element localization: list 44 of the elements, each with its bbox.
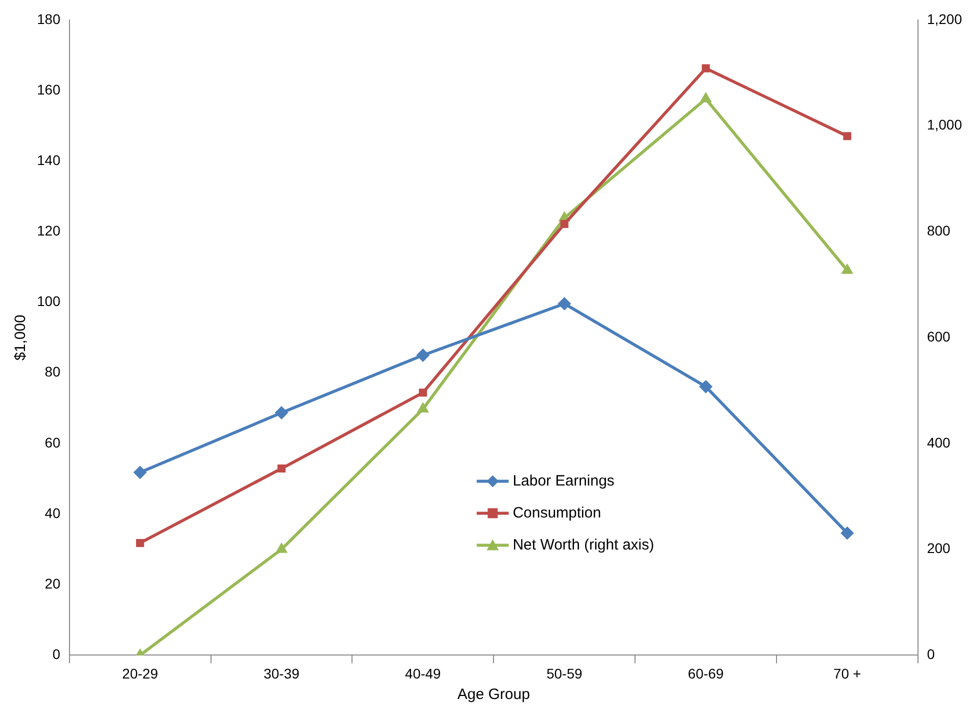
x-tick-label: 60-69: [688, 665, 724, 682]
point: [134, 466, 147, 479]
point: [277, 464, 286, 473]
x-tick-label: 20-29: [122, 665, 158, 682]
y2-tick-label: 200: [926, 540, 951, 556]
y-axis-title: $1,000: [12, 314, 30, 361]
x-tick-label: 70 +: [833, 665, 862, 682]
y2-tick-label: 400: [926, 434, 951, 450]
point: [136, 538, 144, 548]
y-tick-label: 40: [44, 504, 61, 521]
x-tick-label: 50-59: [546, 665, 582, 682]
point: [843, 132, 852, 140]
x-tick-label: 40-49: [405, 665, 442, 682]
y2-tick-label: 1,200: [926, 10, 962, 27]
y-tick-label: 180: [37, 10, 61, 27]
point: [417, 402, 429, 413]
x-tick-label: 30-39: [264, 665, 300, 682]
point: [699, 380, 712, 394]
y-tick-label: 120: [37, 222, 61, 239]
y-tick-label: 160: [37, 81, 61, 98]
legend-label: Consumption: [512, 504, 602, 522]
point: [702, 64, 710, 72]
point: [560, 220, 568, 228]
y-tick-label: 140: [37, 152, 61, 168]
x-axis-title: Age Group: [457, 686, 530, 704]
point: [842, 264, 853, 274]
y-tick-label: 80: [44, 364, 61, 380]
point: [275, 406, 288, 420]
y-tick-label: 60: [44, 434, 61, 450]
y2-tick-label: 0: [926, 646, 935, 662]
legend-label: Net Worth (right axis): [512, 536, 654, 554]
legend-label: Labor Earnings: [512, 472, 614, 490]
y2-tick-label: 600: [926, 328, 951, 344]
point: [416, 348, 430, 362]
y-tick-label: 0: [52, 646, 61, 662]
point: [558, 297, 571, 310]
y-tick-label: 20: [44, 575, 61, 592]
point: [418, 388, 427, 397]
point: [840, 526, 854, 540]
point: [276, 542, 288, 553]
point: [700, 92, 712, 102]
y-tick-label: 100: [37, 293, 61, 310]
y2-tick-label: 1,000: [926, 116, 962, 133]
y2-tick-label: 800: [926, 222, 951, 239]
